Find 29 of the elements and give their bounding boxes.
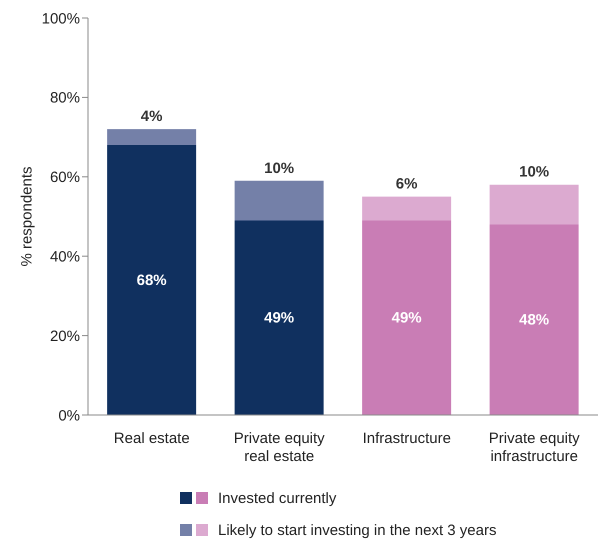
text: 4% xyxy=(140,108,162,126)
bar xyxy=(107,145,196,415)
y-tick-label: 40% xyxy=(50,248,80,266)
y-tick-label: 80% xyxy=(50,90,80,107)
text: 10% xyxy=(264,160,294,177)
y-axis-title: % respondents xyxy=(18,166,36,267)
text: 10% xyxy=(519,164,550,181)
y-tick-label: 100% xyxy=(42,10,80,28)
text: 6% xyxy=(396,176,418,193)
text: 49% xyxy=(392,310,422,327)
x-tick-label: Private equity infrastructure xyxy=(488,430,580,465)
y-tick-label: 20% xyxy=(50,328,80,345)
text: 48% xyxy=(519,312,550,329)
x-tick-label: Real estate xyxy=(114,430,190,447)
bar xyxy=(362,220,452,415)
bar xyxy=(490,224,579,415)
bar xyxy=(234,220,324,415)
text: 49% xyxy=(264,310,294,327)
legend-label: Likely to start investing in the next 3 years xyxy=(218,522,496,538)
bar xyxy=(234,180,324,220)
bar xyxy=(362,196,452,220)
x-tick-label: Private equity real estate xyxy=(234,430,326,465)
bar xyxy=(490,184,579,224)
bar xyxy=(107,129,196,146)
x-tick-label: Infrastructure xyxy=(362,430,451,447)
y-tick-label: 0% xyxy=(58,407,80,424)
text: 68% xyxy=(136,272,167,290)
legend-label: Invested currently xyxy=(218,490,336,506)
y-tick-label: 60% xyxy=(50,169,80,186)
